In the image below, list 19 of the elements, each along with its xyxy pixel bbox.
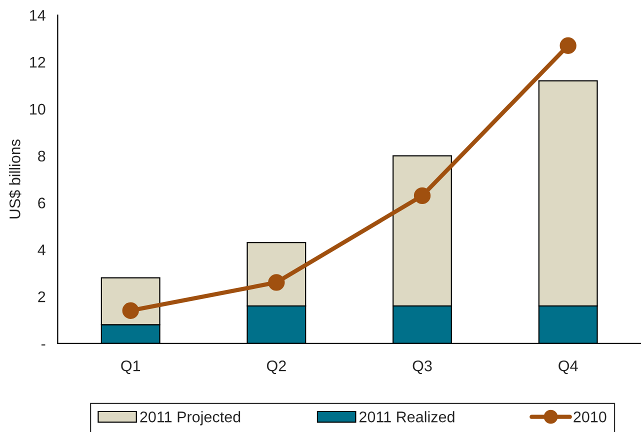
x-tick-label: Q2 — [266, 360, 286, 374]
y-tick-label: 6 — [38, 198, 46, 208]
x-tick-label: Q3 — [412, 360, 432, 374]
y-axis-title: US$ billions — [8, 139, 22, 218]
legend-label: 2011 Realized — [360, 411, 454, 422]
point — [122, 302, 139, 319]
y-tick-label: 10 — [30, 104, 46, 115]
y-tick-label: 8 — [38, 150, 46, 162]
y-tick-label: 4 — [38, 244, 46, 256]
y-tick-label: 2 — [38, 291, 46, 302]
legend-label: 2011 Projected — [140, 411, 240, 426]
legend-label: 2010 — [574, 412, 606, 422]
x-tick-label: Q1 — [121, 360, 140, 374]
point — [560, 37, 576, 54]
y-tick-label: 14 — [30, 10, 46, 21]
y-tick-label: - — [41, 344, 46, 346]
y-tick-label: 12 — [30, 56, 46, 68]
point — [414, 187, 431, 204]
x-tick-label: Q4 — [558, 360, 578, 374]
